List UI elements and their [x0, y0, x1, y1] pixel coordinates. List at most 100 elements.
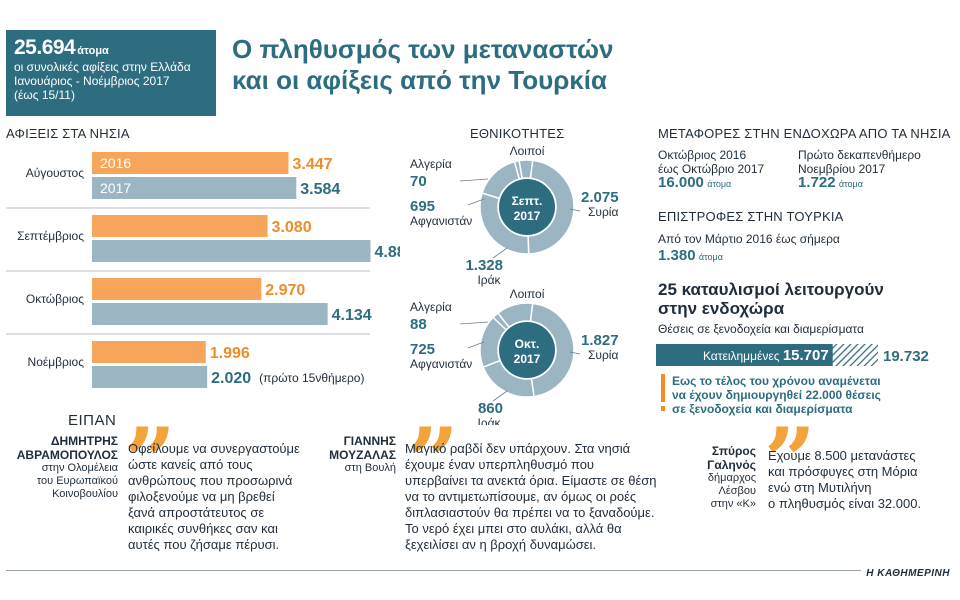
bar-value-label: 2.020: [211, 370, 251, 387]
speaker-3-quote-line: και πρόσφυγες στη Μόρια: [768, 464, 918, 479]
bar-2017: [92, 177, 297, 199]
bar-2016: [92, 152, 289, 174]
donut-slice: [496, 302, 534, 329]
bar-2017: [92, 303, 328, 325]
camps-occupied-label: Κατειλημμένες 15.707: [703, 347, 829, 364]
speaker-2-name2: ΜΟΥΖΑΛΑΣ: [329, 448, 396, 462]
camps-note-line3: σε ξενοδοχεία και διαμερίσματα: [672, 402, 853, 416]
speaker-3-quote-line: Εχουμε 8.500 μετανάστες: [768, 448, 916, 463]
transfers-right-line1: Πρώτο δεκαπενθήμερο: [798, 148, 921, 162]
speaker-1-quote-line: φιλοξενούμε να μη βρεθεί: [128, 489, 275, 504]
main-title-line2: και οι αφίξεις από την Τουρκία: [232, 65, 608, 95]
donut-value-algeria: 88: [410, 316, 427, 333]
quote-mark-icon: ”: [764, 408, 816, 514]
donut-center: [499, 322, 555, 378]
series-label: 2017: [100, 180, 131, 196]
nationalities-heading: ΕΘΝΙΚΟΤΗΤΕΣ: [470, 126, 565, 141]
speaker-1-quote-line: ξανά απροστάτευτος σε: [128, 505, 265, 520]
publisher-logo: Η ΚΑΘΗΜΕΡΙΝΗ: [866, 568, 950, 579]
speaker-3-role3: στην «Κ»: [710, 498, 756, 510]
total-arrivals-value: 25.694: [14, 36, 76, 59]
speaker-3-role2: Λέσβου: [718, 485, 756, 497]
speaker-3-name2: Γαληνός: [707, 458, 756, 472]
main-title: Ο πληθυσμός των μεταναστών και οι αφίξει…: [232, 34, 692, 96]
arrivals-chart: Αύγουστος 2016 3.447 2017 3.584 Σεπτέμβριος 3.…: [0, 140, 415, 400]
speaker-2-quote-line: Μαγικό ραβδί δεν υπάρχουν. Στα νησιά: [405, 441, 631, 456]
camps-note-line1: Εως το τέλος του χρόνου αναμένεται: [672, 374, 881, 388]
bar-2016: [92, 278, 262, 300]
arrivals-heading: ΑΦΙΞΕΙΣ ΣΤΑ ΝΗΣΙΑ: [6, 126, 130, 141]
leader-line: [467, 341, 485, 349]
camps-title-line1: 25 καταυλισμοί λειτουργούν: [658, 280, 884, 299]
speaker-3-quote-line: ο πληθυσμός είναι 32.000.: [768, 496, 922, 511]
bar-2016: [92, 341, 206, 363]
bar-2016: [92, 215, 268, 237]
returns-text: Από τον Μάρτιο 2016 έως σήμερα 1.380 άτο…: [658, 232, 840, 264]
camps-occupied-bar: [656, 344, 833, 366]
speaker-2-quote-line: Το νερό έχει μπει στο αυλάκι, αλλά θα: [405, 521, 622, 536]
camps-note-line2: να έχουν δημιουργηθεί 22.000 θέσεις: [672, 388, 881, 402]
donut-value-syria: 1.827: [581, 332, 619, 349]
speaker-1-quote: Οφείλουμε να συνεργαστούμε ώστε κανείς α…: [128, 441, 308, 553]
speaker-3-quote: Εχουμε 8.500 μετανάστες και πρόσφυγες στ…: [768, 448, 948, 512]
leader-line: [569, 208, 581, 212]
donut-value-iraq: 1.328: [465, 257, 503, 274]
donut-label-others: Λοιποί: [510, 145, 545, 158]
donut-label-syria: Συρία: [588, 348, 618, 362]
speaker-1-role1: στην Ολομέλεια: [41, 462, 118, 474]
camps-subtitle: Θέσεις σε ξενοδοχεία και διαμερίσματα: [658, 322, 864, 336]
transfers-left-value: 16.000: [658, 174, 704, 191]
donut-label-iraq: Ιράκ: [477, 416, 501, 425]
month-label: Οκτώβριος: [26, 292, 84, 306]
main-title-line1: Ο πληθυσμός των μεταναστών: [232, 34, 614, 64]
speaker-2-name1: ΓΙΑΝΝΗΣ: [343, 434, 396, 448]
exclamation-icon: [657, 372, 669, 416]
donut-value-afghanistan: 725: [410, 341, 435, 358]
donut-value-afghanistan: 695: [410, 198, 435, 215]
speaker-2-quote-line: ξεχειλίσει αν η βροχή δυναμώσει.: [405, 537, 597, 552]
camps-note: Εως το τέλος του χρόνου αναμένεται να έχ…: [672, 374, 881, 416]
donut-value-algeria: 70: [410, 173, 427, 190]
arrivals-chart-svg: Αύγουστος 2016 3.447 2017 3.584 Σεπτέμβριος 3.…: [6, 152, 415, 388]
speaker-3-quote-line: ενώ στη Μυτιλήνη: [768, 480, 872, 495]
donut-slice: [529, 302, 575, 398]
total-arrivals-line1: οι συνολικές αφίξεις στην Ελλάδα: [14, 60, 191, 74]
donut-center-label: Οκτ.: [515, 337, 540, 351]
speaker-2-quote-line: διπλασιαστούν θα πρέπει να το ξαναδούμε.: [405, 505, 655, 520]
leader-line: [467, 198, 485, 206]
camps-chart: Κατειλημμένες 15.707 19.732: [656, 340, 956, 370]
speaker-1-quote-line: Οφείλουμε να συνεργαστούμε: [128, 441, 300, 456]
donut-label-afghanistan: Αφγανιστάν: [410, 357, 472, 371]
bar-value-label: 4.134: [332, 307, 372, 324]
camps-title: 25 καταυλισμοί λειτουργούν στην ενδοχώρα: [658, 280, 884, 318]
speaker-2-quote-line: να το αντιμετωπίσουμε, αν όμως οι ροές: [405, 489, 637, 504]
speaker-2-quote: Μαγικό ραβδί δεν υπάρχουν. Στα νησιά έχο…: [405, 441, 665, 553]
speaker-3-role1: δήμαρχος: [707, 472, 756, 484]
month-label: Σεπτέμβριος: [17, 229, 84, 243]
leader-line: [492, 247, 508, 259]
donut-value-syria: 2.075: [581, 189, 619, 206]
donut-label-others: Λοιποί: [510, 287, 545, 301]
leader-line: [492, 390, 508, 402]
leader-line: [459, 321, 489, 325]
month-label: Αύγουστος: [26, 166, 84, 180]
speaker-1-quote-line: αυτές που ζήσαμε πέρυσι.: [128, 537, 280, 552]
quote-mark-icon: ”: [124, 408, 176, 514]
transfers-right: Πρώτο δεκαπενθήμερο Νοεμβρίου 2017 1.722…: [798, 148, 921, 191]
bar-2017: [92, 366, 208, 388]
camps-total-value: 19.732: [883, 348, 929, 365]
total-arrivals-unit: άτομα: [77, 45, 109, 57]
donut-value-iraq: 860: [478, 400, 503, 417]
leader-line: [459, 178, 489, 182]
returns-heading: ΕΠΙΣΤΡΟΦΕΣ ΣΤΗΝ ΤΟΥΡΚΙΑ: [658, 209, 844, 224]
donut-label-syria: Συρία: [588, 205, 618, 219]
nationalities-charts: Σεπτ. 2017 Λοιποί 2.075 Συρία Αλγερία 70 695 Αφγ…: [400, 144, 640, 430]
speaker-3-name1: Σπύρος: [711, 444, 756, 458]
transfers-left-unit: άτομα: [707, 179, 732, 189]
quote-mark-icon: ”: [407, 408, 459, 514]
camps-title-line2: στην ενδοχώρα: [658, 299, 785, 318]
donut-label-algeria: Αλγερία: [410, 300, 452, 314]
speaker-2-role1: στη Βουλή: [344, 462, 396, 474]
donut-label-algeria: Αλγερία: [410, 157, 452, 171]
bar-value-label: 3.584: [300, 181, 340, 198]
